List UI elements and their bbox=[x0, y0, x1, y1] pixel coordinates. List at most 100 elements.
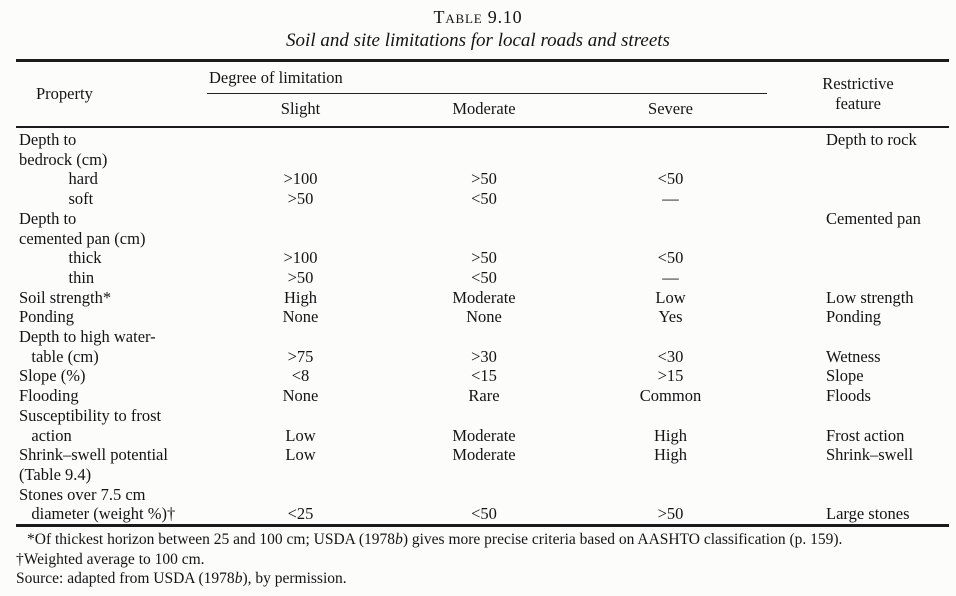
severe-cell: — bbox=[662, 189, 679, 209]
restrictive-feature-cell: Shrink–swell bbox=[826, 445, 914, 465]
table-row: Ponding None None Yes Ponding bbox=[16, 307, 949, 327]
severe-cell: High bbox=[654, 445, 687, 465]
restrictive-feature-cell bbox=[767, 465, 949, 485]
table-row: Depth to Cemented pan bbox=[16, 209, 949, 229]
moderate-cell: Moderate bbox=[452, 445, 516, 465]
severe-cell: <50 bbox=[657, 248, 684, 268]
restrictive-feature-cell: Depth to rock bbox=[826, 130, 917, 149]
moderate-cell bbox=[394, 127, 574, 150]
property-cell: Flooding bbox=[19, 386, 79, 406]
col-header-slight: Slight bbox=[280, 99, 321, 118]
restrictive-feature-cell: Large stones bbox=[826, 504, 910, 524]
table-caption: Soil and site limitations for local road… bbox=[286, 30, 670, 51]
table-row: Soil strength* High Moderate Low Low str… bbox=[16, 288, 949, 308]
table-row: Depth to Depth to rock bbox=[16, 127, 949, 150]
restrictive-feature-cell: Floods bbox=[826, 386, 871, 406]
restrictive-feature-cell bbox=[767, 189, 949, 209]
moderate-cell: >50 bbox=[471, 169, 497, 189]
slight-cell: Low bbox=[285, 425, 316, 445]
restrictive-feature-line2: feature bbox=[835, 94, 881, 113]
footnotes: *Of thickest horizon between 25 and 100 … bbox=[16, 530, 948, 589]
slight-cell: <25 bbox=[287, 504, 314, 524]
moderate-cell: Moderate bbox=[452, 287, 516, 307]
property-cell: Depth to bbox=[19, 130, 77, 149]
property-cell: hard bbox=[19, 169, 98, 189]
severe-cell bbox=[574, 127, 767, 150]
restrictive-feature-cell: Wetness bbox=[826, 346, 881, 366]
slight-cell bbox=[207, 327, 394, 347]
footnote-asterisk: *Of thickest horizon between 25 and 100 … bbox=[27, 531, 843, 548]
property-cell: Depth to high water- bbox=[19, 327, 156, 347]
severe-cell: Low bbox=[655, 287, 686, 307]
property-cell: Depth to bbox=[19, 208, 77, 228]
slight-cell: <8 bbox=[291, 366, 310, 386]
title-block: Table 9.10 Soil and site limitations for… bbox=[0, 0, 956, 52]
moderate-cell bbox=[394, 406, 574, 426]
slight-cell bbox=[207, 209, 394, 229]
footnote-source: Source: adapted from USDA (1978b), by pe… bbox=[16, 570, 347, 587]
restrictive-feature-cell: Low strength bbox=[826, 287, 914, 307]
table-row: cemented pan (cm) bbox=[16, 229, 949, 249]
restrictive-feature-cell bbox=[767, 406, 949, 426]
table-row: Slope (%) <8 <15 >15 Slope bbox=[16, 366, 949, 386]
property-cell: bedrock (cm) bbox=[19, 149, 108, 169]
slight-cell bbox=[207, 485, 394, 505]
restrictive-feature-cell bbox=[767, 169, 949, 189]
restrictive-feature-cell bbox=[767, 485, 949, 505]
slight-cell bbox=[207, 127, 394, 150]
col-header-severe: Severe bbox=[648, 99, 693, 118]
slight-cell bbox=[207, 150, 394, 170]
table-header: Property Degree of limitation Restrictiv… bbox=[16, 60, 949, 127]
slight-cell: None bbox=[282, 386, 319, 406]
table-row: action Low Moderate High Frost action bbox=[16, 426, 949, 446]
slight-cell bbox=[207, 406, 394, 426]
restrictive-feature-cell: Frost action bbox=[826, 425, 905, 445]
slight-cell: >50 bbox=[287, 267, 314, 287]
property-cell: Slope (%) bbox=[19, 366, 86, 386]
severe-cell: Yes bbox=[658, 307, 683, 327]
property-cell: Susceptibility to frost bbox=[19, 405, 162, 425]
property-cell: thick bbox=[19, 248, 102, 268]
severe-cell bbox=[574, 406, 767, 426]
property-cell: action bbox=[19, 425, 72, 445]
severe-cell: <50 bbox=[657, 169, 684, 189]
severe-cell bbox=[574, 150, 767, 170]
moderate-cell bbox=[394, 229, 574, 249]
property-cell: Shrink–swell potential bbox=[19, 445, 168, 465]
slight-cell: >100 bbox=[283, 248, 318, 268]
moderate-cell bbox=[394, 150, 574, 170]
severe-cell: High bbox=[654, 425, 687, 445]
moderate-cell: <50 bbox=[471, 267, 497, 287]
moderate-cell: >30 bbox=[471, 346, 497, 366]
table-row: Susceptibility to frost bbox=[16, 406, 949, 426]
property-cell: table (cm) bbox=[19, 346, 99, 366]
slight-cell: Low bbox=[285, 445, 316, 465]
property-cell: Ponding bbox=[19, 307, 75, 327]
table-row: (Table 9.4) bbox=[16, 465, 949, 485]
table-row: Flooding None Rare Common Floods bbox=[16, 386, 949, 406]
property-cell: (Table 9.4) bbox=[19, 464, 92, 484]
moderate-cell: >50 bbox=[471, 248, 497, 268]
severe-cell: — bbox=[662, 267, 679, 287]
severe-cell: <30 bbox=[657, 346, 684, 366]
slight-cell: >75 bbox=[287, 346, 314, 366]
slight-cell: None bbox=[282, 307, 319, 327]
property-cell: cemented pan (cm) bbox=[19, 228, 146, 248]
table-row: table (cm) >75 >30 <30 Wetness bbox=[16, 347, 949, 367]
slight-cell: >100 bbox=[283, 169, 318, 189]
restrictive-feature-cell: Cemented pan bbox=[826, 208, 921, 228]
moderate-cell: None bbox=[466, 307, 502, 327]
slight-cell bbox=[207, 465, 394, 485]
col-header-property: Property bbox=[36, 84, 93, 103]
severe-cell: >15 bbox=[657, 366, 684, 386]
table-row: thin >50 <50 — bbox=[16, 268, 949, 288]
moderate-cell bbox=[394, 465, 574, 485]
moderate-cell: Rare bbox=[468, 386, 500, 406]
property-cell: thin bbox=[19, 267, 95, 287]
severe-cell bbox=[574, 209, 767, 229]
property-cell: Stones over 7.5 cm bbox=[19, 484, 146, 504]
restrictive-feature-cell: Ponding bbox=[826, 307, 882, 327]
moderate-cell: <50 bbox=[471, 189, 497, 209]
severe-cell bbox=[574, 485, 767, 505]
